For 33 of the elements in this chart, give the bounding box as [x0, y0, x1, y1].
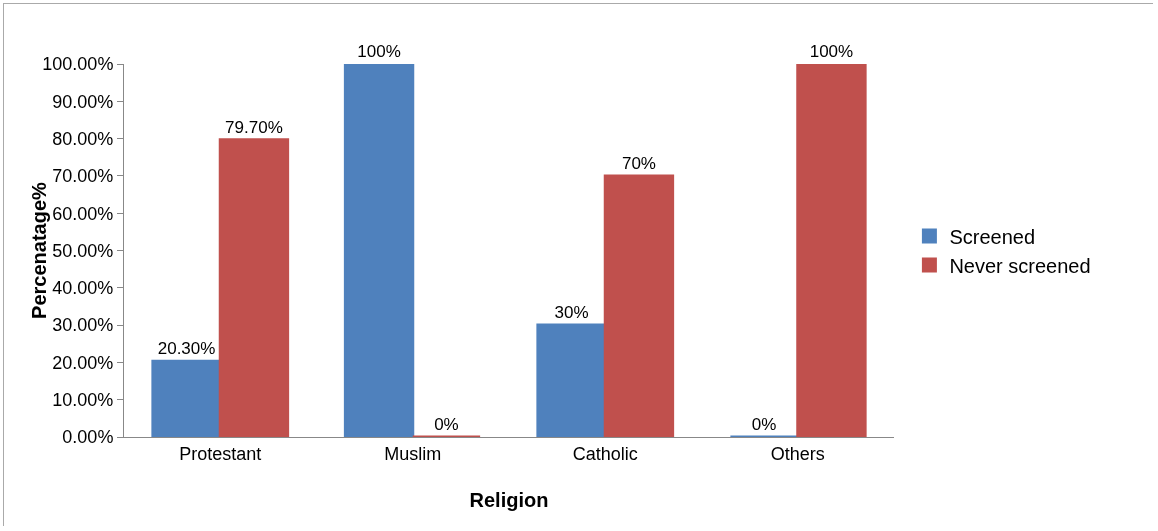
y-tick-label: 70.00% [52, 166, 114, 187]
y-tick-label: 60.00% [52, 203, 114, 224]
data-label: 79.70% [225, 117, 283, 137]
data-label: 30% [554, 303, 589, 323]
x-tick-label: Muslim [384, 443, 442, 464]
data-label: 20.30% [157, 339, 216, 359]
bar [218, 138, 290, 437]
y-tick-label: 50.00% [52, 240, 114, 261]
bar [151, 359, 222, 437]
data-label: 100% [357, 42, 401, 61]
legend-label: Never screened [949, 254, 1091, 277]
legend-label: Screened [949, 225, 1036, 248]
data-label: 0% [434, 415, 459, 434]
y-tick-label: 40.00% [52, 278, 114, 299]
y-tick-label: 90.00% [52, 91, 114, 112]
y-axis-title: Percenatage% [28, 181, 51, 319]
x-axis-title: Religion [469, 489, 549, 511]
x-tick-label: Catholic [572, 443, 638, 464]
data-label: 70% [621, 153, 656, 173]
y-tick-label: 30.00% [52, 315, 114, 336]
x-tick-label: Protestant [179, 443, 262, 464]
bar [603, 174, 675, 437]
bar [796, 64, 867, 437]
y-tick-label: 100.00% [42, 54, 114, 75]
bar [536, 323, 607, 437]
y-tick-label: 20.00% [52, 352, 114, 373]
data-label: 100% [809, 42, 854, 61]
x-tick-label: Others [770, 443, 825, 464]
bar [343, 64, 415, 437]
y-tick-label: 0.00% [62, 427, 114, 448]
y-tick-label: 10.00% [52, 390, 114, 410]
data-label: 0% [751, 415, 777, 434]
y-tick-label: 80.00% [52, 128, 114, 149]
